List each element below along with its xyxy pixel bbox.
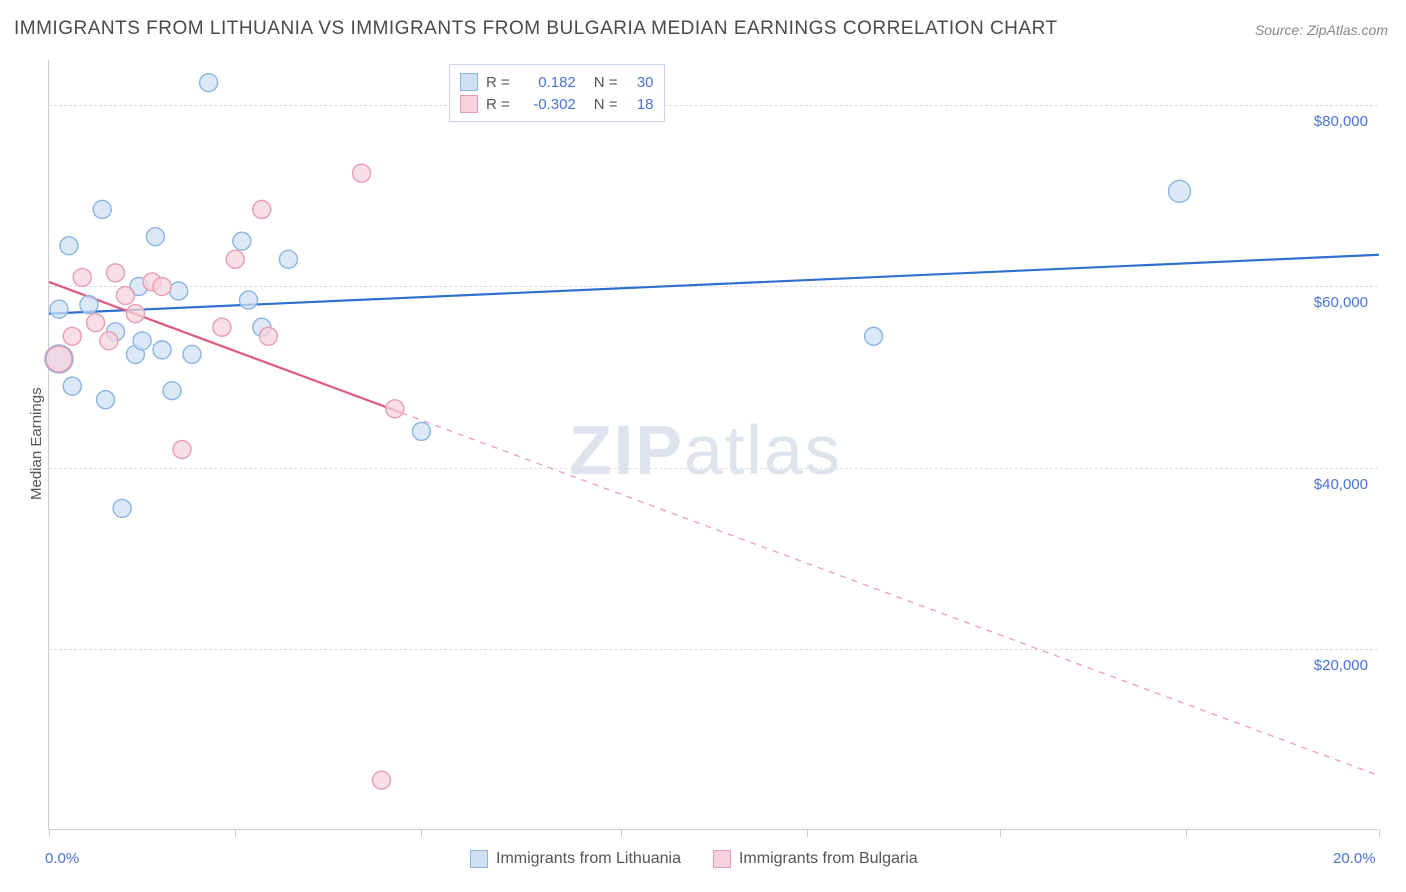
r-value-lithuania: 0.182: [518, 74, 576, 91]
n-value-bulgaria: 18: [626, 96, 654, 113]
x-tick-label: 20.0%: [1333, 850, 1376, 867]
x-tick: [807, 829, 808, 837]
swatch-bulgaria-bottom: [713, 850, 731, 868]
chart-svg: [49, 60, 1378, 829]
y-tick-label: $40,000: [1314, 476, 1368, 493]
x-tick: [1186, 829, 1187, 837]
legend-item-lithuania: Immigrants from Lithuania: [470, 850, 681, 868]
legend-row-lithuania: R = 0.182 N = 30: [460, 71, 654, 93]
r-label: R =: [486, 74, 510, 91]
legend-top: R = 0.182 N = 30 R = -0.302 N = 18: [449, 64, 665, 122]
n-label: N =: [594, 74, 618, 91]
x-tick: [421, 829, 422, 837]
n-value-lithuania: 30: [626, 74, 654, 91]
legend-row-bulgaria: R = -0.302 N = 18: [460, 93, 654, 115]
chart-title: IMMIGRANTS FROM LITHUANIA VS IMMIGRANTS …: [14, 18, 1058, 40]
x-tick-label: 0.0%: [45, 850, 79, 867]
swatch-lithuania-bottom: [470, 850, 488, 868]
x-tick: [1379, 829, 1380, 837]
x-tick: [1000, 829, 1001, 837]
x-tick: [621, 829, 622, 837]
plot-area: ZIPatlas R = 0.182 N = 30 R = -0.302 N =…: [48, 60, 1378, 830]
n-label-2: N =: [594, 96, 618, 113]
legend-bottom: Immigrants from Lithuania Immigrants fro…: [470, 850, 918, 868]
series-label-bulgaria: Immigrants from Bulgaria: [739, 850, 918, 868]
y-tick-label: $80,000: [1314, 113, 1368, 130]
r-value-bulgaria: -0.302: [518, 96, 576, 113]
swatch-lithuania: [460, 73, 478, 91]
r-label-2: R =: [486, 96, 510, 113]
series-label-lithuania: Immigrants from Lithuania: [496, 850, 681, 868]
y-tick-label: $20,000: [1314, 657, 1368, 674]
swatch-bulgaria: [460, 95, 478, 113]
y-axis-label: Median Earnings: [28, 387, 45, 500]
x-tick: [49, 829, 50, 837]
x-tick: [235, 829, 236, 837]
source-attribution: Source: ZipAtlas.com: [1255, 22, 1388, 38]
legend-item-bulgaria: Immigrants from Bulgaria: [713, 850, 918, 868]
y-tick-label: $60,000: [1314, 294, 1368, 311]
